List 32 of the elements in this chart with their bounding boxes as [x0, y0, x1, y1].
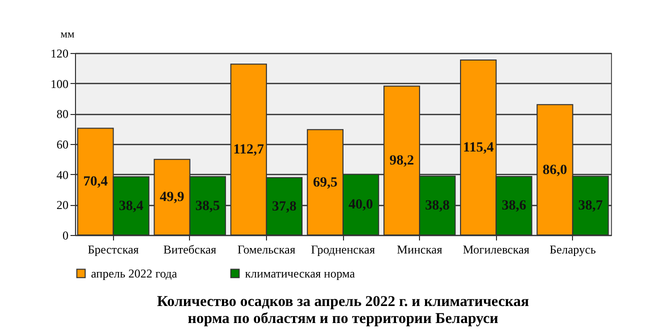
data-label: 37,8	[272, 199, 296, 214]
data-label: 38,7	[578, 198, 603, 214]
data-label: 98,2	[390, 154, 414, 169]
y-axis-title: мм	[60, 28, 74, 40]
x-tick-label: Витебская	[163, 242, 217, 256]
data-label: 38,6	[502, 198, 526, 214]
data-label: 38,4	[118, 198, 144, 214]
y-tick-label: 120	[50, 46, 68, 60]
y-tick-label: 80	[56, 107, 68, 122]
x-tick-label: Гомельская	[238, 242, 296, 256]
legend-label: климатическая норма	[245, 266, 356, 280]
data-label: 40,0	[348, 198, 374, 213]
x-tick-label: Минская	[396, 242, 443, 256]
y-tick-label: 40	[56, 168, 68, 182]
data-label: 38,8	[425, 198, 450, 214]
data-label: 38,5	[195, 198, 220, 214]
data-label: 70,4	[83, 174, 108, 190]
legend-label: апрель 2022 года	[91, 266, 178, 280]
data-label: 86,0	[542, 162, 568, 178]
x-tick-label: Гродненская	[311, 242, 376, 256]
y-tick-label: 100	[50, 76, 68, 91]
text: Количество осадков за апрель 2022 г. и климатическая норма по областям и по территории Беларуси	[157, 294, 529, 327]
data-label: 49,9	[160, 190, 184, 206]
x-tick-label: Брестская	[88, 242, 140, 256]
y-tick-label: 20	[56, 198, 68, 212]
y-tick-label: 0	[62, 228, 68, 242]
y-tick-label: 60	[56, 138, 68, 152]
x-tick-label: Могилевская	[462, 242, 530, 256]
data-label: 112,7	[233, 142, 264, 158]
data-label: 115,4	[462, 140, 494, 156]
data-label: 69,5	[312, 175, 338, 190]
x-tick-label: Беларусь	[550, 242, 596, 256]
